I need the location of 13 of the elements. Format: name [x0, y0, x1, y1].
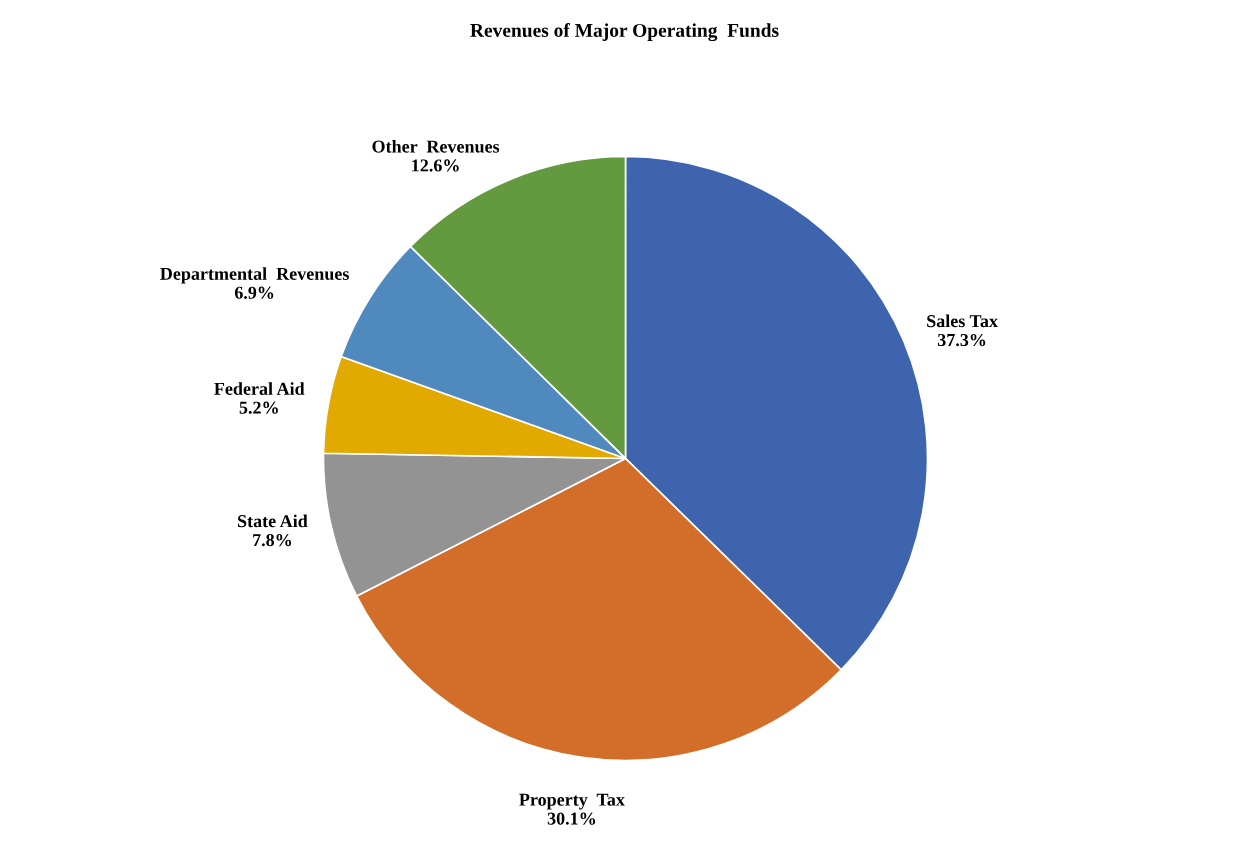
data-label: 6.9%	[234, 286, 274, 299]
chart-title: Revenues of Major Operating Funds	[470, 23, 779, 42]
slice-label: Departmental Revenues	[160, 267, 349, 284]
data-label: 5.2%	[239, 401, 278, 414]
data-label: 7.8%	[253, 533, 292, 547]
slice-label: Other Revenues	[372, 139, 500, 153]
slice-label: State Aid	[238, 514, 308, 528]
data-label: 37.3%	[937, 333, 986, 347]
slice-label: Sales Tax	[927, 314, 998, 328]
data-label: 12.6%	[412, 159, 459, 172]
slice-label: Property Tax	[519, 793, 625, 810]
slice-label: Federal Aid	[214, 382, 305, 395]
data-label: 30.1%	[547, 812, 596, 825]
